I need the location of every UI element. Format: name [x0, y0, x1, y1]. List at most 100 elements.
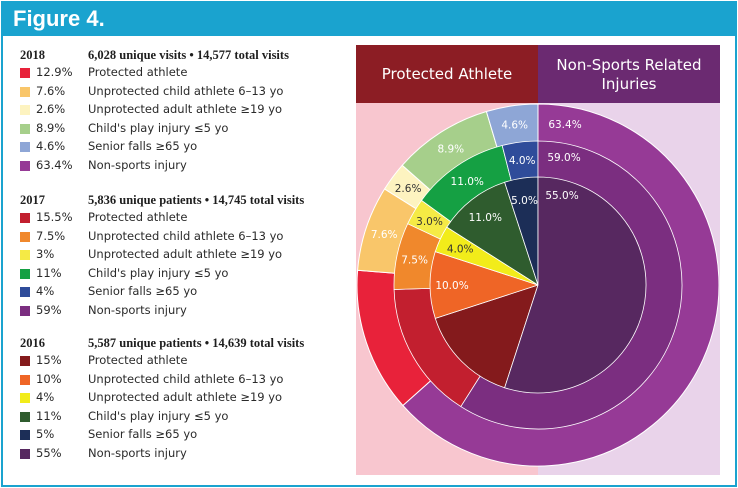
legend-percent: 63.4%	[36, 157, 73, 172]
legend-year: 2018	[20, 48, 45, 62]
legend-percent: 4%	[36, 390, 55, 405]
legend-swatch	[20, 430, 30, 441]
legend-swatch	[20, 123, 30, 134]
legend-swatch	[20, 305, 30, 316]
left-panel-header	[356, 45, 538, 103]
legend-percent: 11%	[36, 265, 62, 280]
legend-category-label: Unprotected child athlete 6–13 yo	[88, 83, 284, 98]
legend-row: 4% Senior falls ≥65 yo	[20, 284, 350, 303]
legend-block-header: 2016 5,587 unique patients • 14,639 total…	[20, 336, 350, 353]
legend-swatch	[20, 411, 30, 422]
legend-row: 63.4% Non-sports injury	[20, 158, 350, 177]
legend-category-label: Unprotected adult athlete ≥19 yo	[88, 247, 283, 262]
legend-swatch	[20, 105, 30, 116]
slice-label-2017-5: 59.0%	[547, 152, 580, 164]
legend-percent: 2.6%	[36, 102, 66, 117]
figure-title: Figure 4.	[13, 6, 105, 31]
legend-swatch	[20, 86, 30, 97]
legend-summary: 5,836 unique patients • 14,745 total vis…	[88, 193, 305, 207]
slice-2016-5	[504, 176, 647, 394]
legend-percent: 11%	[36, 408, 62, 423]
legend-swatch	[20, 393, 30, 404]
legend-category-label: Unprotected adult athlete ≥19 yo	[88, 102, 283, 117]
legend-percent: 7.6%	[36, 83, 66, 98]
legend-percent: 5%	[36, 427, 55, 442]
legend-year: 2017	[20, 193, 45, 207]
legend-percent: 59%	[36, 302, 62, 317]
legend-swatch	[20, 231, 30, 242]
legend-percent: 55%	[36, 445, 62, 460]
legend-category-label: Protected athlete	[88, 353, 188, 367]
legend-swatch	[20, 160, 30, 171]
legend-row: 4% Unprotected adult athlete ≥19 yo	[20, 390, 350, 409]
legend-block-header: 2017 5,836 unique patients • 14,745 total…	[20, 193, 350, 210]
legend-year: 2016	[20, 336, 45, 350]
legend-swatch	[20, 356, 30, 366]
legend-row: 55% Non-sports injury	[20, 446, 350, 465]
legend-category-label: Child's play injury ≤5 yo	[88, 265, 229, 280]
legend-category-label: Child's play injury ≤5 yo	[88, 120, 229, 135]
legend-category-label: Senior falls ≥65 yo	[88, 139, 198, 154]
legend-percent: 8.9%	[36, 120, 66, 135]
legend-swatch	[20, 268, 30, 279]
legend-percent: 10%	[36, 371, 62, 386]
slice-label-2018-1: 7.6%	[371, 229, 398, 241]
slice-label-2016-4: 5.0%	[511, 195, 538, 207]
legend-percent: 4%	[36, 284, 55, 299]
legend-category-label: Unprotected adult athlete ≥19 yo	[88, 390, 283, 405]
legend-category-label: Non-sports injury	[88, 157, 187, 172]
right-panel-header	[538, 45, 720, 103]
legend-row: 5% Senior falls ≥65 yo	[20, 427, 350, 446]
legend-row: 3% Unprotected adult athlete ≥19 yo	[20, 247, 350, 266]
legend-percent: 4.6%	[36, 139, 66, 154]
legend-category-label: Unprotected child athlete 6–13 yo	[88, 371, 284, 386]
legend-category-label: Non-sports injury	[88, 302, 187, 317]
slice-label-2017-2: 3.0%	[416, 216, 443, 228]
legend-row: 59% Non-sports injury	[20, 303, 350, 322]
legend-percent: 7.5%	[36, 228, 66, 243]
legend-summary: 5,587 unique patients • 14,639 total vis…	[88, 336, 305, 350]
legend-swatch	[20, 250, 30, 261]
legend-row: 4.6% Senior falls ≥65 yo	[20, 139, 350, 158]
slice-label-2017-3: 11.0%	[451, 176, 484, 188]
right-panel-label: Non-Sports Related Injuries	[556, 56, 701, 93]
slice-label-2018-2: 2.6%	[395, 183, 422, 195]
left-panel-label: Protected Athlete	[382, 65, 512, 83]
legend-row: 15.5% Protected athlete	[20, 210, 350, 229]
legend-category-label: Protected athlete	[88, 210, 188, 224]
legend-swatch	[20, 448, 30, 459]
legend-row: 15% Protected athlete	[20, 353, 350, 372]
legend-category-label: Protected athlete	[88, 65, 188, 79]
legend-percent: 3%	[36, 247, 55, 262]
legend-swatch	[20, 374, 30, 385]
legend-row: 2.6% Unprotected adult athlete ≥19 yo	[20, 102, 350, 121]
legend-row: 12.9% Protected athlete	[20, 65, 350, 84]
slice-2016-0	[434, 284, 539, 389]
slice-label-2017-1: 7.5%	[401, 254, 428, 266]
nested-pie-chart: Protected Athlete Non-Sports Related Injur…	[356, 45, 720, 475]
legend-percent: 12.9%	[36, 65, 73, 79]
legend-swatch	[20, 142, 30, 153]
legend-category-label: Senior falls ≥65 yo	[88, 427, 198, 442]
legend-row: 10% Unprotected child athlete 6–13 yo	[20, 372, 350, 391]
slice-label-2016-5: 55.0%	[545, 190, 578, 202]
figure-header: Figure 4.	[3, 3, 735, 36]
slice-label-2018-5: 63.4%	[548, 119, 581, 131]
slice-2016-3	[446, 181, 539, 286]
slice-label-2016-2: 4.0%	[447, 243, 474, 255]
legend-block-2017: 2017 5,836 unique patients • 14,745 total…	[20, 193, 350, 322]
legend-block-2018: 2018 6,028 unique visits • 14,577 total v…	[20, 48, 350, 177]
slice-label-2018-4: 4.6%	[501, 120, 528, 132]
legend-row: 11% Child's play injury ≤5 yo	[20, 266, 350, 285]
legend-summary: 6,028 unique visits • 14,577 total visit…	[88, 48, 289, 62]
legend-category-label: Unprotected child athlete 6–13 yo	[88, 228, 284, 243]
slice-label-2018-3: 8.9%	[437, 144, 464, 156]
legend-block-header: 2018 6,028 unique visits • 14,577 total v…	[20, 48, 350, 65]
legend-percent: 15.5%	[36, 210, 73, 224]
legend-category-label: Non-sports injury	[88, 445, 187, 460]
legend-block-2016: 2016 5,587 unique patients • 14,639 total…	[20, 336, 350, 465]
slice-label-2016-1: 10.0%	[435, 280, 468, 292]
legend-category-label: Child's play injury ≤5 yo	[88, 408, 229, 423]
legend-row: 7.5% Unprotected child athlete 6–13 yo	[20, 229, 350, 248]
legend-swatch	[20, 213, 30, 223]
